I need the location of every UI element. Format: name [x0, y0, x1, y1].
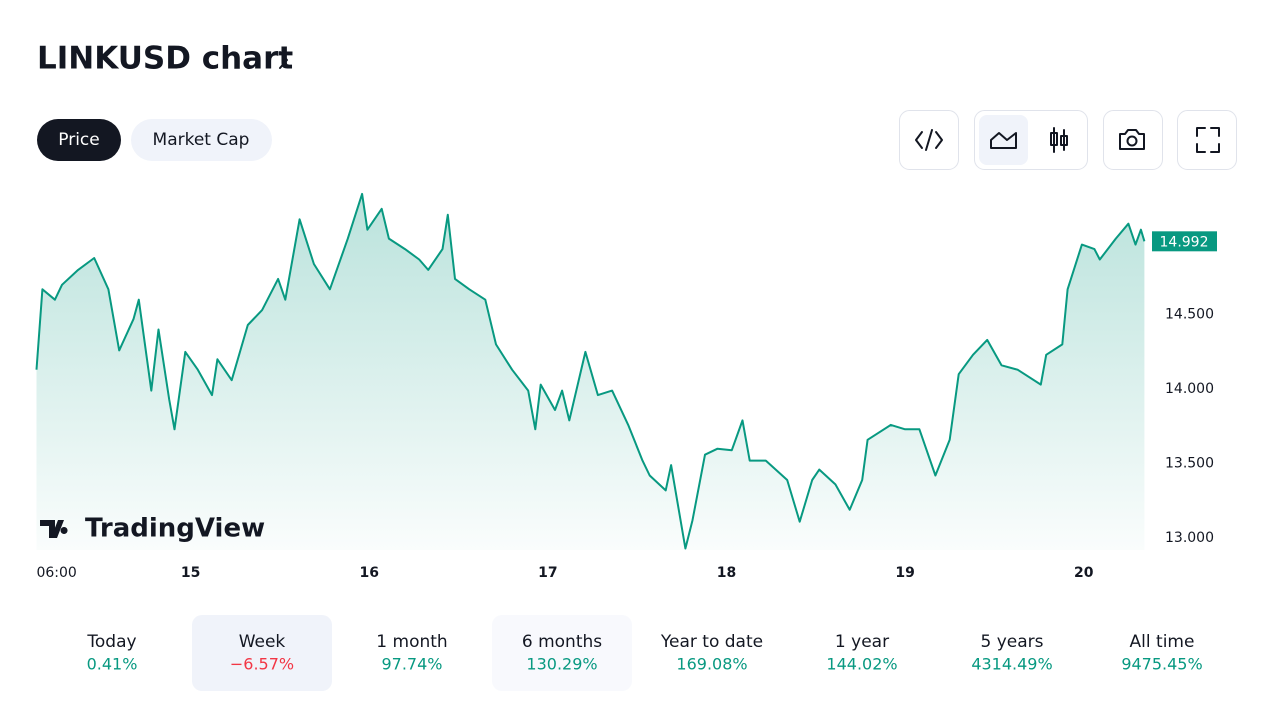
snapshot-button[interactable]: [1103, 110, 1163, 170]
x-tick-label: 18: [717, 565, 736, 581]
period-hover[interactable]: [492, 615, 632, 691]
period-change[interactable]: 144.02%: [826, 655, 897, 674]
fullscreen-button[interactable]: [1177, 110, 1237, 170]
x-tick-label: 06:00: [36, 565, 76, 581]
y-tick-label: 14.000: [1165, 381, 1214, 397]
period-change[interactable]: 4314.49%: [971, 655, 1052, 674]
title-chevron[interactable]: [279, 51, 288, 69]
period-change[interactable]: 130.29%: [526, 655, 597, 674]
period-name[interactable]: 6 months: [522, 632, 602, 652]
x-tick-label: 17: [538, 565, 557, 581]
x-tick-label: 19: [895, 565, 914, 581]
line-style-button[interactable]: [979, 115, 1028, 165]
tab[interactable]: [131, 119, 272, 161]
period-change[interactable]: 9475.45%: [1121, 655, 1202, 674]
period-change[interactable]: 169.08%: [676, 655, 747, 674]
period-name[interactable]: Year to date: [660, 632, 763, 652]
page-title[interactable]: LINKUSD chart: [37, 41, 293, 77]
candle-icon[interactable]: [1050, 127, 1068, 153]
x-tick-label: 16: [359, 565, 378, 581]
fullscreen-icon: [1196, 127, 1220, 153]
y-tick-label: 14.500: [1165, 307, 1214, 323]
y-tick-label: 13.500: [1165, 456, 1214, 472]
area-icon: [990, 132, 1017, 149]
camera-icon: [1119, 129, 1145, 150]
y-tick-label: 13.000: [1165, 530, 1214, 546]
last-price-badge: [1152, 231, 1217, 252]
watermark-logo: [40, 520, 68, 538]
plot: 13.000 13.500 14.000 14.500 06:00 15 16 17 18 19 2…: [35, 192, 1217, 581]
period-change[interactable]: 0.41%: [87, 655, 138, 674]
period-change[interactable]: 97.74%: [381, 655, 442, 674]
x-tick-label: 15: [181, 565, 200, 581]
period-name[interactable]: 1 month: [376, 632, 447, 652]
last-price-label: 14.992: [1160, 234, 1209, 250]
period-selected[interactable]: [192, 615, 332, 691]
periods: Today 0.41% Week −6.57% 1 month 97.74% 6 month…: [86, 632, 1202, 674]
price-line: [35, 192, 1146, 550]
period-change[interactable]: −6.57%: [230, 655, 294, 674]
period-name[interactable]: Week: [239, 632, 286, 652]
tab-label[interactable]: Market Cap: [153, 130, 250, 150]
x-tick-label: 20: [1074, 565, 1094, 581]
camera-lens: [1126, 135, 1138, 147]
period-name[interactable]: 5 years: [980, 632, 1043, 652]
embed-icon: [915, 129, 943, 151]
period-name[interactable]: Today: [86, 632, 136, 652]
period-name[interactable]: All time: [1130, 632, 1195, 652]
period-name[interactable]: 1 year: [835, 632, 889, 652]
tab-active[interactable]: [37, 119, 121, 161]
tab-label[interactable]: Price: [58, 130, 99, 150]
watermark: TradingView: [85, 514, 265, 544]
